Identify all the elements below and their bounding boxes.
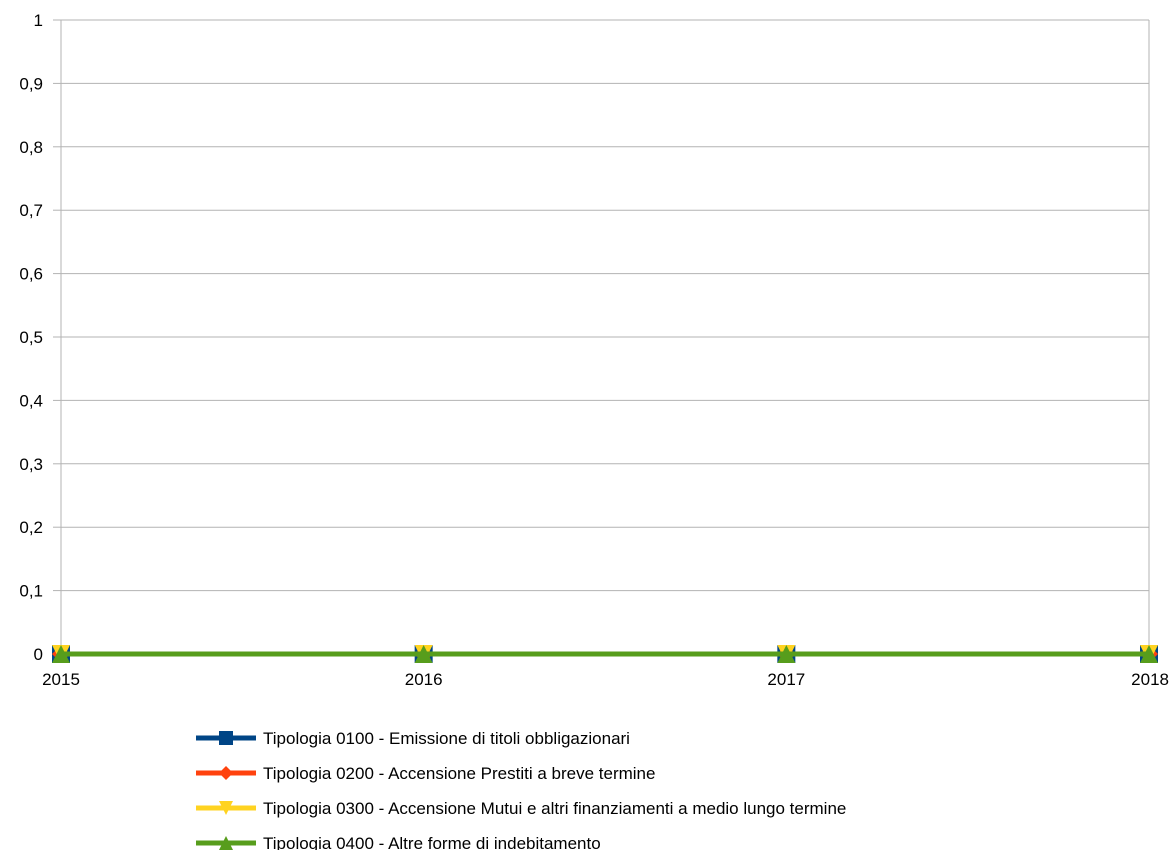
y-tick-label: 0 [34,645,43,664]
x-tick-label: 2017 [767,670,805,689]
legend-marker [219,801,233,815]
axes [53,19,1150,660]
y-tick-label: 1 [34,11,43,30]
y-tick-label: 0,5 [19,328,43,347]
x-tick-label: 2016 [405,670,443,689]
data-point-marker [414,645,433,663]
y-tick-label: 0,4 [19,391,43,410]
legend-marker [219,836,233,850]
legend-item: Tipologia 0300 - Accensione Mutui e altr… [196,799,846,818]
y-tick-label: 0,1 [19,582,43,601]
gridlines [61,19,1149,655]
data-point-marker [777,645,796,663]
legend-item: Tipologia 0400 - Altre forme di indebita… [196,834,601,850]
legend-label: Tipologia 0200 - Accensione Prestiti a b… [263,764,655,783]
y-tick-label: 0,7 [19,201,43,220]
data-point-marker [1140,645,1158,663]
legend-marker [219,766,233,780]
y-tick-label: 0,6 [19,265,43,284]
series-lines [52,645,1158,663]
legend-item: Tipologia 0200 - Accensione Prestiti a b… [196,764,655,783]
x-tick-label: 2018 [1131,670,1169,689]
legend-label: Tipologia 0400 - Altre forme di indebita… [263,834,601,850]
data-point-marker [52,645,70,663]
y-tick-label: 0,9 [19,74,43,93]
legend-label: Tipologia 0300 - Accensione Mutui e altr… [263,799,846,818]
x-tick-label: 2015 [42,670,80,689]
series-4 [52,645,1158,663]
legend-label: Tipologia 0100 - Emissione di titoli obb… [263,729,630,748]
x-axis-tick-labels: 2015 2016 2017 2018 [42,670,1169,689]
y-tick-label: 0,2 [19,518,43,537]
legend-marker [219,731,233,745]
y-axis-tick-labels: 0 0,1 0,2 0,3 0,4 0,5 0,6 0,7 0,8 0,9 1 [19,11,43,664]
y-tick-label: 0,8 [19,138,43,157]
legend-item: Tipologia 0100 - Emissione di titoli obb… [196,729,630,748]
y-tick-label: 0,3 [19,455,43,474]
legend: Tipologia 0100 - Emissione di titoli obb… [196,729,846,850]
